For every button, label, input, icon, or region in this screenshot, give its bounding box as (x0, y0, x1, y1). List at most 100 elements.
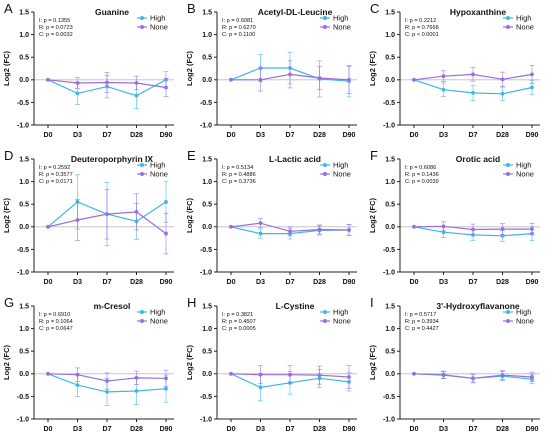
x-tick-label: D90 (160, 426, 173, 433)
y-axis-label: Log2 (FC) (185, 198, 194, 233)
x-tick-label: D90 (526, 279, 539, 286)
y-tick-label: -1.0 (17, 416, 29, 423)
panel-title: Guanine (95, 7, 129, 17)
stat-line: I: p = 0.2212 (405, 18, 436, 24)
y-tick-label: 0.0 (202, 77, 212, 84)
legend-marker-none (140, 25, 144, 29)
y-tick-label: -0.5 (383, 247, 395, 254)
x-tick-label: D3 (256, 426, 265, 433)
y-tick-label: -0.5 (383, 100, 395, 107)
x-tick-label: D3 (439, 426, 448, 433)
y-axis-label: Log2 (FC) (368, 345, 377, 380)
y-tick-label: -0.5 (17, 394, 29, 401)
data-point-high (164, 200, 168, 204)
data-point-none (105, 212, 109, 217)
data-point-high (471, 91, 475, 95)
legend-label-high: High (516, 161, 531, 170)
y-tick-label: 1.5 (385, 303, 395, 310)
x-tick-label: D3 (73, 426, 82, 433)
x-tick-label: D28 (130, 132, 143, 139)
legend-marker-high (140, 16, 144, 20)
x-tick-label: D28 (496, 132, 509, 139)
stat-line: R: p = 0.1436 (405, 172, 439, 178)
legend-label-high: High (333, 14, 348, 23)
legend-label-high: High (150, 161, 165, 170)
legend-label-high: High (150, 14, 165, 23)
stat-line: R: p = 0.7668 (405, 25, 439, 31)
data-point-none (258, 372, 263, 377)
stat-line: R: p = 0.4886 (222, 172, 256, 178)
data-point-none (134, 81, 139, 85)
data-point-none (441, 74, 446, 79)
x-tick-label: D7 (469, 132, 478, 139)
data-point-high (530, 85, 534, 90)
y-tick-label: 1.0 (202, 179, 212, 186)
legend-label-high: High (333, 161, 348, 170)
y-tick-label: 0.0 (202, 371, 212, 378)
data-point-none (75, 218, 80, 222)
legend-label-none: None (333, 170, 351, 179)
x-tick-label: D0 (44, 279, 53, 286)
y-tick-label: 1.0 (19, 326, 29, 333)
y-tick-label: 1.0 (19, 179, 29, 186)
x-tick-label: D0 (410, 279, 419, 286)
panel-title: Orotic acid (456, 154, 500, 164)
y-axis-label: Log2 (FC) (2, 198, 11, 233)
data-point-high (164, 386, 168, 391)
x-tick-label: D3 (256, 279, 265, 286)
data-point-high (441, 230, 446, 235)
stat-line: I: p = 0.5717 (405, 312, 436, 318)
x-tick-label: D0 (44, 426, 53, 433)
legend-label-none: None (150, 317, 168, 326)
stat-line: R: p = 0.6270 (222, 25, 256, 31)
legend-marker-none (323, 319, 327, 323)
y-tick-label: 1.5 (202, 156, 212, 163)
data-point-none (412, 371, 416, 376)
y-tick-label: 1.0 (385, 326, 395, 333)
data-point-none (471, 376, 475, 381)
data-point-none (46, 371, 50, 376)
data-point-none (471, 72, 475, 77)
y-tick-label: -1.0 (383, 122, 395, 129)
panel-title: L-Lactic acid (269, 154, 321, 164)
stat-line: I: p = 0.1355 (39, 18, 70, 24)
data-point-high (105, 389, 109, 394)
data-point-none (441, 373, 446, 378)
y-axis-label: Log2 (FC) (2, 345, 11, 380)
x-tick-label: D90 (343, 426, 356, 433)
y-tick-label: 0.5 (385, 349, 395, 356)
stat-line: R: p = 0.3577 (39, 172, 73, 178)
data-point-high (258, 385, 263, 390)
data-point-high (500, 91, 505, 96)
stat-line: I: p = 0.3821 (222, 312, 253, 318)
stat-line: C: p = 0.3736 (222, 179, 256, 185)
x-tick-label: D7 (286, 426, 295, 433)
legend-marker-none (506, 25, 510, 29)
stat-line: I: p = 0.6910 (39, 312, 70, 318)
data-point-none (412, 224, 416, 229)
x-tick-label: D28 (496, 279, 509, 286)
legend-marker-high (506, 163, 510, 167)
stat-line: I: p = 0.2592 (39, 165, 70, 171)
legend-label-high: High (333, 308, 348, 317)
stat-line: I: p = 0.6086 (405, 165, 436, 171)
data-point-none (347, 375, 351, 379)
x-tick-label: D0 (44, 132, 53, 139)
panel-letter: A (4, 1, 13, 16)
data-point-high (441, 87, 446, 92)
data-point-high (75, 383, 80, 387)
stat-line: C: p = 0.0039 (405, 179, 439, 185)
legend-marker-high (140, 310, 144, 314)
data-point-none (258, 221, 263, 226)
y-tick-label: 0.0 (19, 77, 29, 84)
data-point-high (258, 66, 263, 70)
y-tick-label: 1.5 (19, 303, 29, 310)
data-point-none (164, 376, 168, 381)
legend-label-none: None (516, 170, 534, 179)
legend-label-high: High (516, 308, 531, 317)
stat-line: C: p = 0.4427 (405, 326, 439, 332)
data-point-none (317, 76, 322, 80)
